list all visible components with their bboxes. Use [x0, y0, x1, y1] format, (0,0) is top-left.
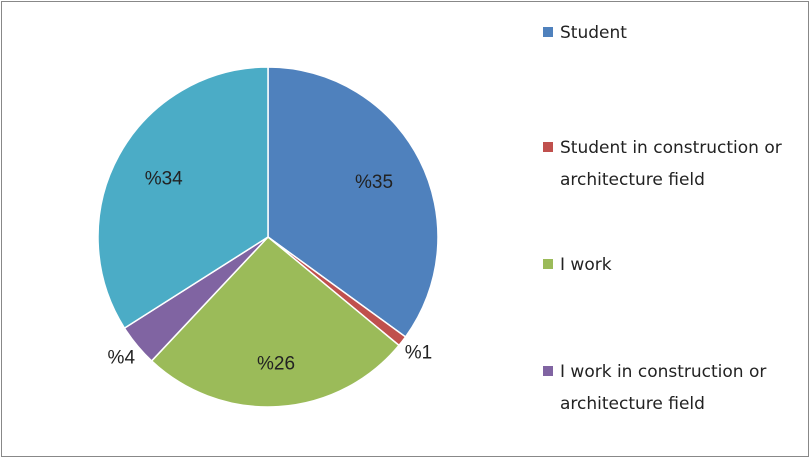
legend-label: Student in construction or architecture … [560, 138, 782, 190]
data-label: %34 [145, 169, 183, 190]
data-label: %1 [405, 343, 432, 364]
data-label: %4 [108, 347, 136, 368]
legend-swatch [543, 27, 553, 37]
pie-slice [97, 66, 269, 330]
pie-slice [150, 235, 401, 408]
legend-label: Student [560, 23, 627, 43]
legend-item: I work [543, 249, 793, 281]
legend-label: I work [560, 255, 612, 275]
legend-item: I work in construction or architecture f… [543, 356, 793, 420]
legend-swatch [543, 142, 553, 152]
legend-swatch [543, 366, 553, 376]
legend-swatch [543, 259, 553, 269]
legend-item: Student in construction or architecture … [543, 132, 793, 196]
data-label: %35 [355, 172, 393, 193]
pie-slice [267, 66, 439, 338]
data-label: %26 [257, 353, 295, 374]
legend-label: I work in construction or architecture f… [560, 362, 767, 414]
legend-item: Student [543, 17, 793, 49]
